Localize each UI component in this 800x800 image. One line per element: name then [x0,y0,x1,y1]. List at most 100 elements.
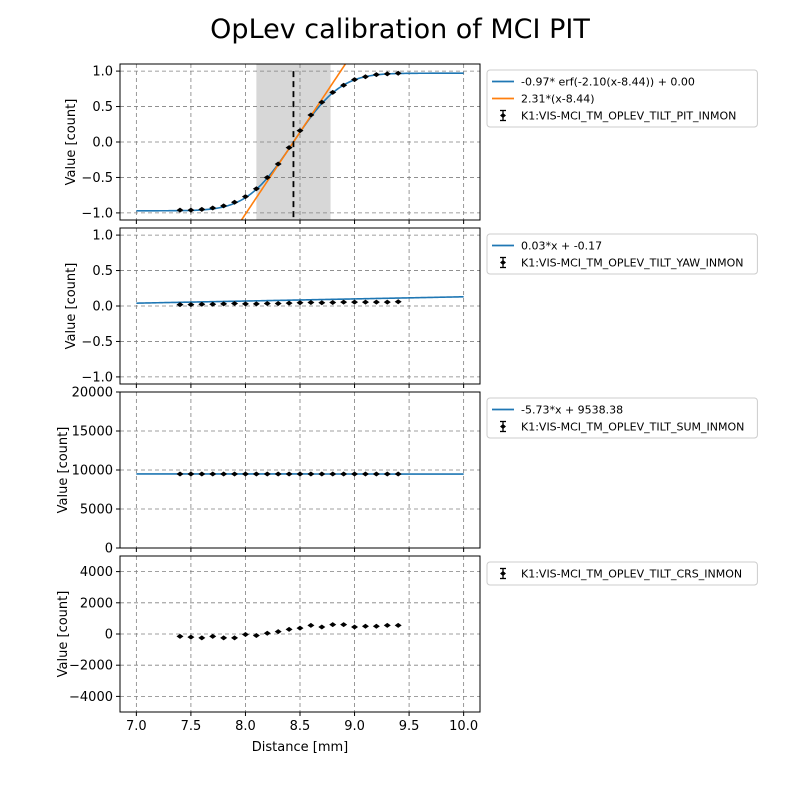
y-tick-label: 1.0 [92,65,113,80]
data-point [220,301,228,307]
data-point [329,622,337,628]
data-point [372,471,380,477]
y-tick-label: 4000 [80,565,113,580]
data-point [340,622,348,628]
data-point [307,299,315,305]
legend-box [486,397,758,439]
data-point [198,471,206,477]
x-tick-label: 7.5 [181,719,202,734]
data-point [187,634,195,640]
data-point [263,174,271,180]
data-point [274,629,282,635]
panel-pit: −1.0 −0.5 0.0 0.5 1.0 Value [count] -0.97* erf… [64,63,758,224]
plot-area [136,471,464,477]
y-tick-label: 10000 [72,464,113,479]
y-tick-label: −0.5 [81,335,113,350]
data-point [361,74,369,80]
x-tick-label: 10.0 [449,719,478,734]
legend-entry: K1:VIS-MCI_TM_OPLEV_TILT_YAW_INMON [521,257,743,270]
data-point [318,99,326,105]
data-point [351,77,359,83]
legend-swatch-marker [500,571,506,576]
data-point [383,471,391,477]
data-point [307,622,315,628]
data-point [296,300,304,306]
data-point [329,299,337,305]
y-tick-label: −4000 [69,690,113,705]
plot-area [136,295,464,308]
plot-area [136,64,464,220]
data-point [209,205,217,211]
panels: −1.0 −0.5 0.0 0.5 1.0 Value [count] -0.97* erf… [56,63,758,734]
x-tick-label: 9.5 [399,719,420,734]
data-point [318,624,326,630]
y-tick-label: 0.0 [92,300,113,315]
data-point [198,301,206,307]
data-point [263,471,271,477]
data-point [252,301,260,307]
y-tick-label: 15000 [72,425,113,440]
data-point [285,471,293,477]
data-point [340,471,348,477]
data-point [176,207,184,213]
data-point [329,471,337,477]
chart-title: OpLev calibration of MCI PIT [210,14,590,45]
data-point [231,471,239,477]
plot-area [176,622,402,641]
y-tick-label: 0.5 [92,100,113,115]
data-point [361,471,369,477]
data-point [372,299,380,305]
data-point [296,128,304,134]
data-point [394,299,402,305]
data-point [220,203,228,209]
data-point [209,301,217,307]
legend: -5.73*x + 9538.38 K1:VIS-MCI_TM_OPLEV_TIL… [486,397,758,439]
data-point [372,72,380,78]
data-point [176,471,184,477]
data-point [252,633,260,639]
panel-sum: 0 5000 10000 15000 20000 Value [count] -5.73*x… [56,386,758,557]
x-tick-label: 9.0 [344,719,365,734]
legend-entry: -5.73*x + 9538.38 [521,404,623,417]
data-point [351,471,359,477]
data-point [318,471,326,477]
data-point [394,70,402,76]
y-tick-label: 0 [105,628,113,643]
data-point [176,633,184,639]
data-point [220,635,228,641]
data-point [296,625,304,631]
y-axis-label: Value [count] [56,427,71,514]
data-point [187,207,195,213]
legend: 0.03*x + -0.17 K1:VIS-MCI_TM_OPLEV_TILT_Y… [486,233,758,275]
x-tick-label: 8.5 [290,719,311,734]
x-axis-label: Distance [mm] [252,740,348,755]
data-point [383,71,391,77]
panel-crs: 7.0 7.5 8.0 8.5 9.0 9.5 10.0 −4000 −2000 0 2000 400… [56,555,758,734]
data-point [198,206,206,212]
data-point [241,301,249,307]
data-point [231,301,239,307]
legend-swatch-marker [500,113,506,118]
legend-entry: K1:VIS-MCI_TM_OPLEV_TILT_PIT_INMON [521,110,736,123]
data-point [329,89,337,95]
data-point [318,300,326,306]
data-point [307,112,315,118]
data-point [285,300,293,306]
data-point [383,299,391,305]
y-tick-label: 0.5 [92,264,113,279]
data-point [351,299,359,305]
data-point [241,471,249,477]
data-point [198,635,206,641]
data-point [263,301,271,307]
legend-entry: -0.97* erf(-2.10(x-8.44)) + 0.00 [521,76,695,89]
data-point [209,633,217,639]
data-point [176,302,184,308]
data-point [394,471,402,477]
legend-swatch-marker [500,260,506,265]
legend-entry: 2.31*(x-8.44) [521,93,595,106]
data-point [274,471,282,477]
y-axis-label: Value [count] [64,99,79,186]
legend-box [486,561,758,586]
data-point [209,471,217,477]
